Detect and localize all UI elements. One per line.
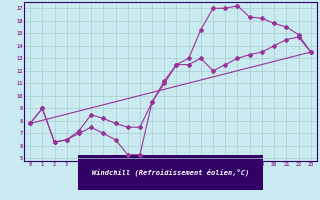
X-axis label: Windchill (Refroidissement éolien,°C): Windchill (Refroidissement éolien,°C): [92, 169, 249, 176]
